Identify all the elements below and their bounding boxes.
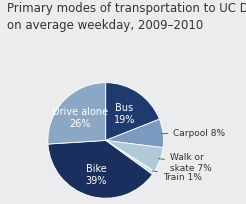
Text: Carpool 8%: Carpool 8% [161,128,226,137]
Wedge shape [106,141,154,175]
Wedge shape [48,141,153,198]
Text: Primary modes of transportation to UC Davis
on average weekday, 2009–2010: Primary modes of transportation to UC Da… [7,2,246,32]
Text: Bike
39%: Bike 39% [85,163,107,185]
Text: Drive alone
26%: Drive alone 26% [52,106,108,128]
Wedge shape [106,120,163,148]
Wedge shape [106,141,163,172]
Text: Walk or
skate 7%: Walk or skate 7% [158,153,212,172]
Wedge shape [106,83,159,141]
Text: Train 1%: Train 1% [152,171,202,181]
Wedge shape [48,83,106,144]
Text: Bus
19%: Bus 19% [114,102,135,124]
